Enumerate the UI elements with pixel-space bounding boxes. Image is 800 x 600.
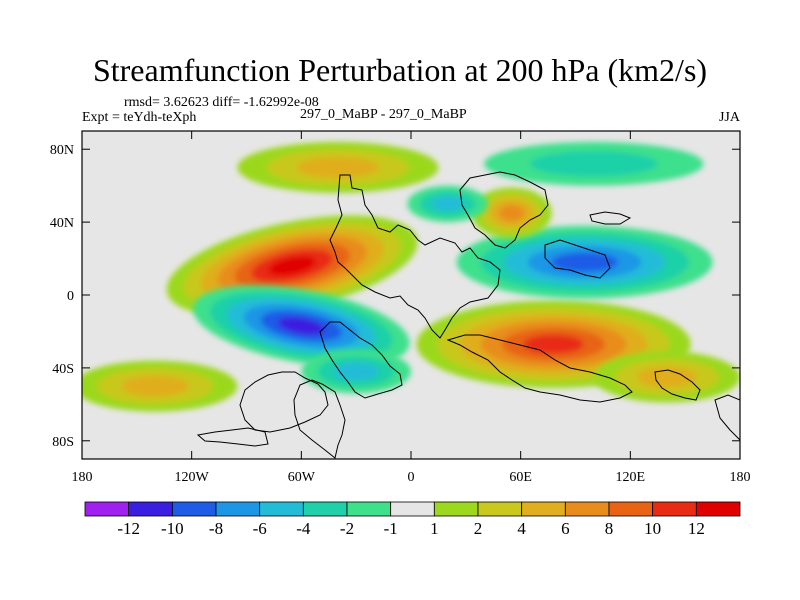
contour-field	[82, 141, 740, 412]
colorbar-box	[171, 501, 217, 517]
colorbar-label: -4	[296, 519, 311, 538]
contour-level	[636, 366, 697, 388]
coastline	[196, 171, 740, 459]
colorbar-box	[346, 501, 392, 517]
contour-low-3	[456, 225, 713, 299]
colorbar-label: 6	[561, 519, 570, 538]
contour-high-6	[82, 360, 238, 412]
colorbar-box	[259, 501, 304, 517]
experiment-label: Expt = teYdh-teXph	[82, 110, 197, 125]
center-label: 297_0_MaBP - 297_0_MaBP	[300, 107, 467, 122]
colorbar-box	[433, 501, 479, 517]
colorbar-label: -1	[384, 519, 398, 538]
colorbar-box	[477, 501, 523, 517]
x-tick-label: 60W	[288, 470, 316, 485]
y-tick-label: 80N	[50, 143, 74, 158]
colorbar-box	[564, 501, 610, 517]
contour-level	[523, 334, 584, 354]
x-tick-label: 120E	[616, 470, 646, 485]
colorbar-label: -10	[161, 519, 184, 538]
contour-level	[430, 196, 465, 212]
colorbar-box	[302, 501, 348, 517]
contour-low-1	[193, 285, 410, 367]
colorbar-box	[128, 501, 173, 517]
chart-title: Streamfunction Perturbation at 200 hPa (…	[92, 52, 708, 88]
colorbar-label: -6	[253, 519, 267, 538]
colorbar-label: 4	[517, 519, 526, 538]
contour-level	[268, 256, 316, 276]
contour-low-8	[301, 349, 411, 394]
colorbar-label: -2	[340, 519, 354, 538]
contour-level	[529, 151, 658, 177]
y-tick-label: 80S	[52, 435, 74, 450]
colorbar-box	[652, 501, 697, 517]
contour-high-5	[471, 187, 552, 239]
y-tick-label: 40N	[50, 216, 74, 231]
colorbar-box	[390, 501, 435, 517]
y-tick-label: 0	[67, 289, 74, 304]
colorbar-box	[521, 501, 566, 517]
colorbar-box	[608, 501, 654, 517]
colorbar-label: -8	[209, 519, 223, 538]
contour-level	[333, 362, 379, 381]
colorbar-box	[84, 501, 130, 517]
colorbar-label: 8	[605, 519, 614, 538]
colorbar-box	[215, 501, 261, 517]
contour-level	[277, 317, 325, 335]
season-label: JJA	[718, 110, 740, 125]
contour-low-9	[407, 185, 488, 223]
contour-level	[121, 375, 189, 397]
stats-line: rmsd= 3.62623 diff= -1.62992e-08	[124, 95, 319, 110]
contour-low-10	[484, 141, 704, 186]
y-tick-label: 40S	[52, 362, 74, 377]
colorbar-label: -12	[117, 519, 140, 538]
contour-level	[551, 252, 618, 272]
colorbar-label: 12	[688, 519, 705, 538]
x-tick-label: 180	[730, 470, 751, 485]
x-tick-label: 120W	[175, 470, 210, 485]
x-tick-label: 60E	[509, 470, 532, 485]
colorbar: -12 -10 -8 -6 -4 -2 -1 1 2 4 6 8 10 12	[84, 501, 741, 538]
x-tick-label: 0	[408, 470, 415, 485]
contour-high-4	[237, 141, 439, 193]
colorbar-box	[695, 501, 741, 517]
colorbar-label: 1	[430, 519, 439, 538]
contour-level	[296, 156, 380, 178]
axis-ticks: 180 120W 60W 0 60E 120E 180 80N 40N 0 40S 80S	[50, 131, 751, 485]
x-tick-label: 180	[72, 470, 93, 485]
colorbar-label: 10	[644, 519, 661, 538]
contour-high-7	[593, 351, 740, 403]
contour-level	[498, 204, 525, 222]
colorbar-label: 2	[474, 519, 483, 538]
